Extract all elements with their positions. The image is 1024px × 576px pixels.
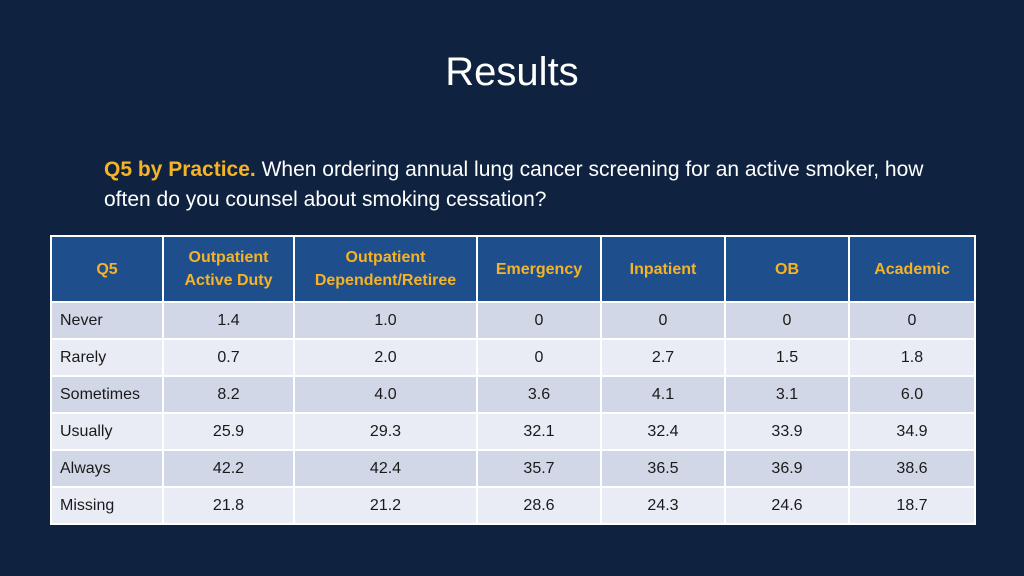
table-row: Missing 21.8 21.2 28.6 24.3 24.6 18.7 [50,486,976,525]
table-cell: 1.0 [293,301,478,340]
table-cell: 32.4 [600,412,726,451]
header-line: OB [775,260,799,278]
header-line: Outpatient [188,249,269,266]
row-label: Always [50,449,164,488]
row-label: Never [50,301,164,340]
table-cell: 33.9 [724,412,850,451]
table-cell: 21.2 [293,486,478,525]
table-row: Never 1.4 1.0 0 0 0 0 [50,301,976,340]
table-cell: 21.8 [162,486,295,525]
col-header-outpatient-active-duty: Outpatient Active Duty [162,235,295,303]
header-line: Inpatient [629,260,697,278]
col-header-outpatient-dependent-retiree: Outpatient Dependent/Retiree [293,235,478,303]
row-label: Missing [50,486,164,525]
table-cell: 6.0 [848,375,976,414]
header-line: Emergency [495,260,583,278]
table-cell: 42.4 [293,449,478,488]
table-cell: 1.8 [848,338,976,377]
slide-title: Results [445,50,579,94]
table-cell: 0 [848,301,976,340]
table-cell: 36.9 [724,449,850,488]
table-cell: 0 [476,338,602,377]
table-cell: 0 [600,301,726,340]
header-line: Active Duty [184,272,273,289]
row-label: Usually [50,412,164,451]
col-header-inpatient: Inpatient [600,235,726,303]
col-header-ob: OB [724,235,850,303]
table-cell: 2.7 [600,338,726,377]
question-body: When ordering annual lung cancer screeni… [104,158,924,211]
results-table: Q5 Outpatient Active Duty Outpatient Depen… [50,235,976,525]
table-cell: 18.7 [848,486,976,525]
table-cell: 3.6 [476,375,602,414]
header-line: Outpatient [345,249,426,266]
row-label: Sometimes [50,375,164,414]
col-header-academic: Academic [848,235,976,303]
table-cell: 0 [724,301,850,340]
table-cell: 1.4 [162,301,295,340]
table-cell: 34.9 [848,412,976,451]
table-cell: 4.1 [600,375,726,414]
table-cell: 35.7 [476,449,602,488]
table-row: Usually 25.9 29.3 32.1 32.4 33.9 34.9 [50,412,976,451]
question-lead: Q5 by Practice. [104,158,256,181]
table-cell: 29.3 [293,412,478,451]
table-row: Always 42.2 42.4 35.7 36.5 36.9 38.6 [50,449,976,488]
col-header-q5: Q5 [50,235,164,303]
table-cell: 4.0 [293,375,478,414]
header-line: Academic [874,260,950,278]
table-cell: 38.6 [848,449,976,488]
header-line: Q5 [96,260,118,278]
table-row: Rarely 0.7 2.0 0 2.7 1.5 1.8 [50,338,976,377]
table-cell: 24.6 [724,486,850,525]
table-cell: 0.7 [162,338,295,377]
header-row: Q5 Outpatient Active Duty Outpatient Depen… [50,235,976,303]
table-cell: 1.5 [724,338,850,377]
table-cell: 2.0 [293,338,478,377]
table-cell: 3.1 [724,375,850,414]
row-label: Rarely [50,338,164,377]
table-cell: 42.2 [162,449,295,488]
question-text: Q5 by Practice. When ordering annual lun… [104,155,924,215]
header-line: Dependent/Retiree [314,272,457,289]
table-cell: 36.5 [600,449,726,488]
table-cell: 8.2 [162,375,295,414]
table-cell: 24.3 [600,486,726,525]
table-cell: 32.1 [476,412,602,451]
table-cell: 0 [476,301,602,340]
table-cell: 28.6 [476,486,602,525]
table-cell: 25.9 [162,412,295,451]
col-header-emergency: Emergency [476,235,602,303]
table-row: Sometimes 8.2 4.0 3.6 4.1 3.1 6.0 [50,375,976,414]
